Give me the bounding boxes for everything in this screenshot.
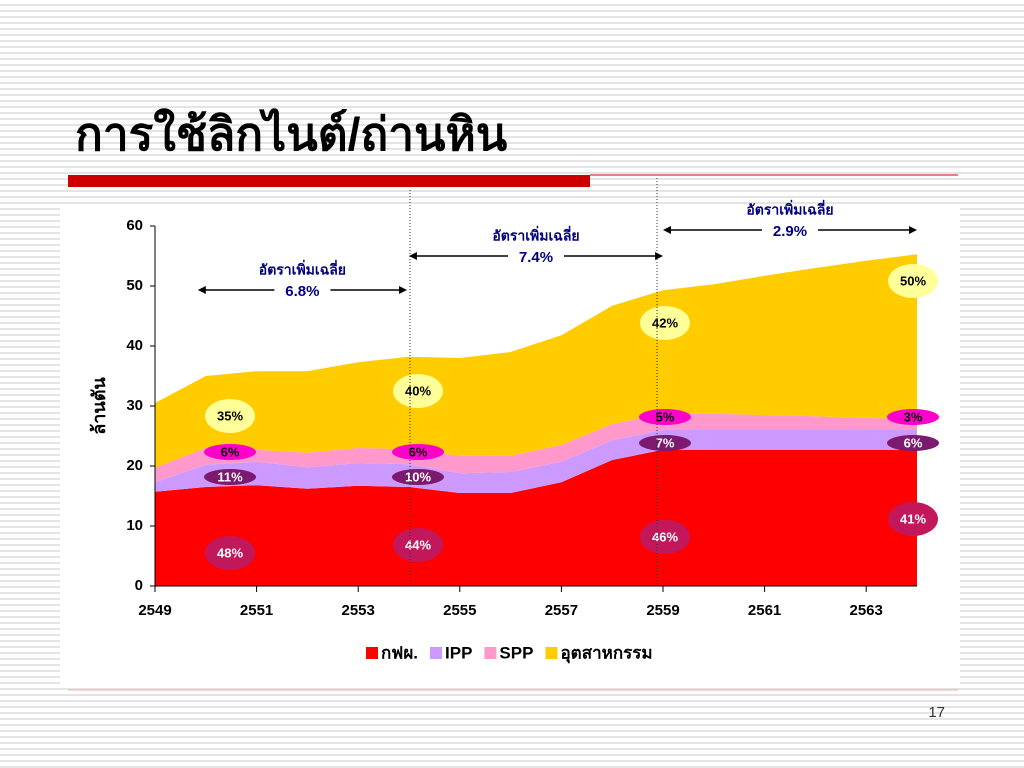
share-bubble xyxy=(392,444,444,460)
share-bubble xyxy=(204,444,256,460)
share-label: 44% xyxy=(405,537,431,552)
y-tick-label: 20 xyxy=(126,457,143,474)
x-tick-label: 2549 xyxy=(138,602,171,619)
share-bubble xyxy=(205,399,255,433)
x-tick-label: 2553 xyxy=(342,602,375,619)
legend-swatch xyxy=(545,647,558,659)
legend-label: SPP xyxy=(499,643,533,662)
area xyxy=(155,430,917,493)
x-tick-label: 2561 xyxy=(748,602,781,619)
share-label: 3% xyxy=(904,409,923,424)
title-bar xyxy=(68,175,590,187)
x-tick-label: 2559 xyxy=(646,602,679,619)
arrow-head xyxy=(399,286,407,294)
growth-label: อัตราเพิ่มเฉลี่ย xyxy=(259,260,346,278)
legend-swatch xyxy=(366,647,378,659)
share-label: 6% xyxy=(409,444,428,459)
share-bubble xyxy=(204,469,256,485)
legend-label: อุตสาหกรรม xyxy=(560,643,652,663)
arrow-head xyxy=(409,252,417,260)
growth-rate: 6.8% xyxy=(285,283,319,300)
share-bubble xyxy=(639,409,691,425)
y-tick-label: 50 xyxy=(126,277,143,294)
legend-label: IPP xyxy=(445,643,472,662)
share-bubble xyxy=(640,520,690,554)
area xyxy=(155,413,917,483)
growth-rate: 7.4% xyxy=(519,249,553,266)
arrow-head xyxy=(197,286,206,294)
legend-label: กฟผ. xyxy=(381,643,418,662)
share-bubble xyxy=(887,435,939,451)
share-bubble xyxy=(640,306,690,340)
y-axis-label: ล้านตัน xyxy=(89,377,109,435)
page-number: 17 xyxy=(928,704,945,721)
share-label: 50% xyxy=(900,273,926,288)
x-tick-label: 2551 xyxy=(240,602,273,619)
share-label: 40% xyxy=(405,383,431,398)
share-label: 48% xyxy=(217,545,243,560)
share-label: 11% xyxy=(217,469,243,484)
share-label: 5% xyxy=(656,409,675,424)
share-label: 7% xyxy=(656,435,675,450)
y-tick-label: 10 xyxy=(126,517,143,534)
share-bubble xyxy=(393,528,443,562)
share-label: 46% xyxy=(652,529,678,544)
share-bubble xyxy=(393,374,443,408)
area xyxy=(155,449,917,586)
share-bubble xyxy=(639,435,691,451)
arrow-head xyxy=(655,252,663,260)
legend-swatch xyxy=(484,647,497,659)
y-tick-label: 40 xyxy=(126,337,143,354)
area xyxy=(155,254,917,468)
share-label: 6% xyxy=(904,435,923,450)
share-bubble xyxy=(888,502,938,536)
growth-label: อัตราเพิ่มเฉลี่ย xyxy=(492,226,579,244)
x-tick-label: 2563 xyxy=(850,602,883,619)
share-label: 6% xyxy=(221,444,240,459)
share-bubble xyxy=(888,264,938,298)
arrow-head xyxy=(663,226,671,234)
arrow-head xyxy=(909,226,917,234)
y-tick-label: 30 xyxy=(126,397,143,414)
share-bubble xyxy=(392,469,444,485)
share-label: 35% xyxy=(217,408,243,423)
share-label: 10% xyxy=(405,469,431,484)
legend-swatch xyxy=(430,647,443,659)
y-tick-label: 60 xyxy=(126,217,143,234)
share-bubble xyxy=(887,409,939,425)
share-label: 41% xyxy=(900,511,926,526)
share-label: 42% xyxy=(652,315,678,330)
x-tick-label: 2555 xyxy=(443,602,476,619)
share-bubble xyxy=(205,536,255,570)
y-tick-label: 0 xyxy=(135,577,143,594)
growth-label: อัตราเพิ่มเฉลี่ย xyxy=(746,200,833,218)
slide-title: การใช้ลิกไนต์/ถ่านหิน xyxy=(75,107,508,160)
growth-rate: 2.9% xyxy=(773,223,807,240)
x-tick-label: 2557 xyxy=(545,602,578,619)
